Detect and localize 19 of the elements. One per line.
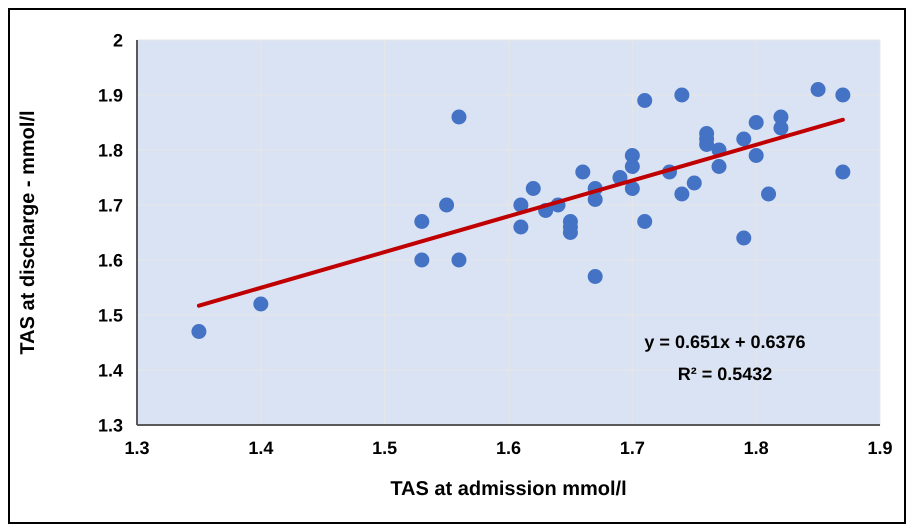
y-tick-label: 1.9 — [98, 85, 123, 106]
x-tick-label: 1.7 — [620, 438, 645, 458]
x-tick-label: 1.5 — [372, 438, 398, 458]
y-tick-label: 1.3 — [98, 415, 123, 436]
annotation: R² = 0.5432 — [676, 364, 774, 385]
y-axis-title: TAS at discharge - mmol/l — [17, 110, 40, 355]
y-tick-label: 1.4 — [98, 360, 123, 380]
x-tick-label: 1.6 — [496, 438, 522, 458]
x-tick-label: 1.3 — [124, 438, 150, 458]
annotation: y = 0.651x + 0.6376 — [643, 332, 807, 353]
x-tick-label: 1.9 — [867, 438, 893, 458]
x-tick-label: 1.8 — [744, 438, 769, 458]
y-tick-label: 1.5 — [98, 305, 123, 326]
y-tick-label: 1.7 — [98, 195, 123, 216]
x-axis-title: TAS at admission mmol/l — [390, 478, 627, 500]
x-tick-label: 1.4 — [248, 438, 274, 458]
y-tick-label: 2 — [112, 30, 123, 50]
y-tick-label: 1.6 — [98, 250, 123, 270]
y-tick-label: 1.8 — [98, 140, 123, 160]
